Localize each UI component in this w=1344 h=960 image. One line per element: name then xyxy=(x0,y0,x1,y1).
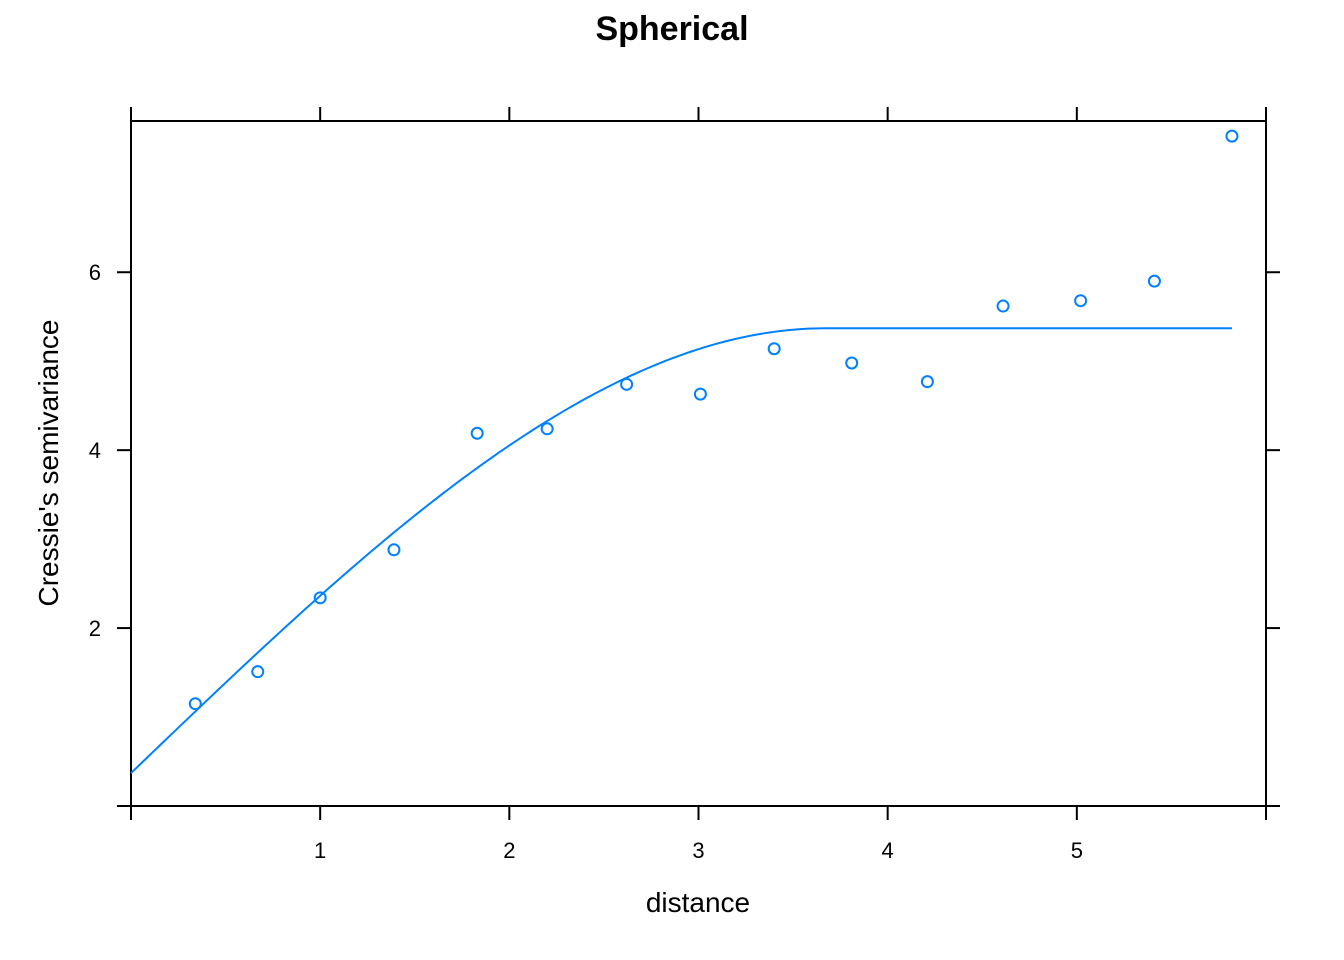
data-point xyxy=(1074,294,1088,308)
x-tick-label: 5 xyxy=(1071,838,1083,863)
data-point xyxy=(1147,274,1161,288)
y-axis-label: Cressie's semivariance xyxy=(33,320,64,607)
data-point xyxy=(251,665,265,679)
y-tick-label: 4 xyxy=(89,438,101,463)
x-axis-label: distance xyxy=(646,887,750,918)
x-tick-label: 3 xyxy=(692,838,704,863)
y-tick-label: 2 xyxy=(89,616,101,641)
data-point xyxy=(620,377,634,391)
data-point xyxy=(1225,129,1239,143)
data-point xyxy=(540,422,554,436)
data-point xyxy=(387,543,401,557)
y-tick-label: 6 xyxy=(89,260,101,285)
data-point xyxy=(996,299,1010,313)
x-tick-label: 1 xyxy=(314,838,326,863)
x-tick-label: 2 xyxy=(503,838,515,863)
chart-title: Spherical xyxy=(595,10,749,48)
data-point xyxy=(920,375,934,389)
x-tick-label: 4 xyxy=(882,838,894,863)
data-point xyxy=(845,356,859,370)
data-point xyxy=(313,591,327,605)
data-point xyxy=(470,426,484,440)
fitted-model-line xyxy=(130,327,1232,774)
plot-frame xyxy=(130,120,1267,807)
data-point xyxy=(693,387,707,401)
data-point xyxy=(767,342,781,356)
data-point xyxy=(188,697,202,711)
